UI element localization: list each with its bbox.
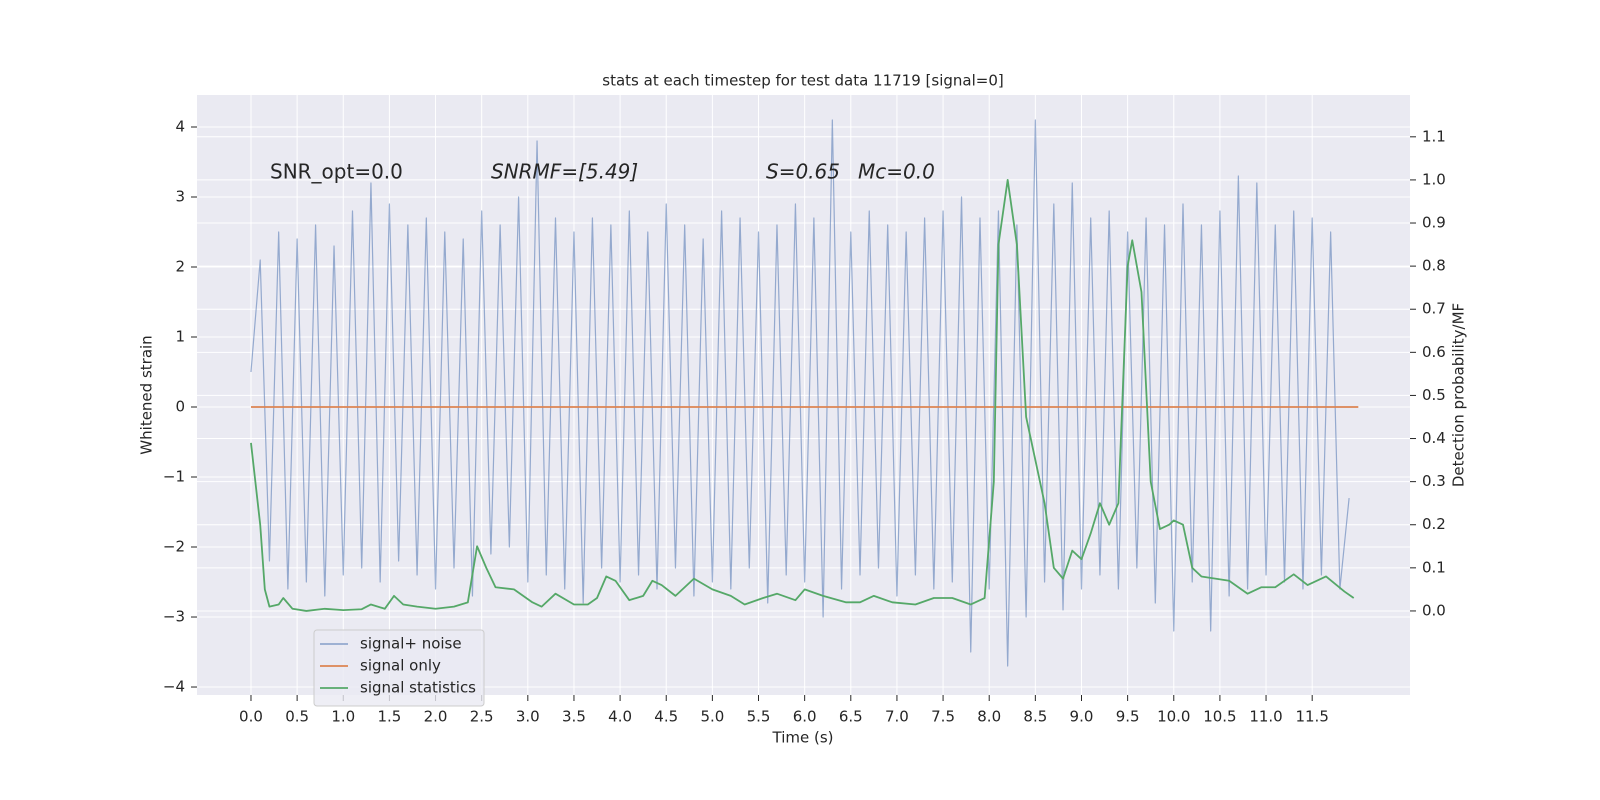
- y2-tick-label: 0.2: [1422, 515, 1446, 533]
- legend-box: [313, 629, 485, 707]
- y2-tick-label: 0.0: [1422, 601, 1446, 619]
- x-tick-label: 6.0: [793, 708, 817, 726]
- annotation: SNR_opt=0.0: [270, 160, 403, 184]
- annotation: S=0.65: [766, 160, 840, 184]
- grid: [191, 95, 1416, 701]
- x-tick-label: 1.0: [331, 708, 355, 726]
- x-tick-label: 5.0: [700, 708, 724, 726]
- x-tick-label: 3.5: [562, 708, 586, 726]
- y-axis-label: Whitened strain: [138, 335, 156, 454]
- x-axis-label: Time (s): [772, 729, 834, 747]
- y-tick-label: −1: [163, 468, 185, 486]
- y2-tick-label: 1.1: [1422, 127, 1446, 145]
- y-tick-label: 0: [175, 398, 185, 416]
- y2-tick-label: 0.6: [1422, 343, 1446, 361]
- x-tick-label: 10.5: [1203, 708, 1236, 726]
- x-tick-label: 4.5: [654, 708, 678, 726]
- x-tick-label: 0.5: [285, 708, 309, 726]
- x-tick-label: 10.0: [1157, 708, 1190, 726]
- y-tick-label: 2: [175, 257, 185, 275]
- x-tick-label: 9.0: [1070, 708, 1094, 726]
- x-tick-label: 5.5: [747, 708, 771, 726]
- x-tick-label: 3.0: [516, 708, 540, 726]
- y-tick-label: −3: [163, 608, 185, 626]
- x-tick-label: 7.0: [885, 708, 909, 726]
- annotation: SNRMF=[5.49]: [491, 160, 638, 184]
- y2-tick-label: 0.9: [1422, 214, 1446, 232]
- x-tick-label: 2.0: [424, 708, 448, 726]
- marks: [250, 119, 1359, 667]
- x-tick-label: 0.0: [239, 708, 263, 726]
- y-tick-label: 4: [175, 117, 185, 135]
- y-tick-label: 1: [175, 328, 185, 346]
- x-tick-label: 4.0: [608, 708, 632, 726]
- x-tick-label: 1.5: [377, 708, 401, 726]
- y2-tick-label: 0.8: [1422, 257, 1446, 275]
- y2-tick-label: 0.5: [1422, 386, 1446, 404]
- legend-label: signal+ noise: [360, 635, 462, 653]
- x-tick-label: 8.0: [977, 708, 1001, 726]
- series-line: [250, 119, 1350, 667]
- annotation: Mc=0.0: [858, 160, 935, 184]
- legend: signal+ noise signal only signal statistic…: [313, 629, 485, 707]
- x-tick-label: 8.5: [1023, 708, 1047, 726]
- legend-label: signal statistics: [360, 679, 476, 697]
- x-tick-label: 11.0: [1249, 708, 1282, 726]
- x-tick-label: 7.5: [931, 708, 955, 726]
- x-tick-label: 6.5: [839, 708, 863, 726]
- y2-tick-label: 0.4: [1422, 429, 1446, 447]
- y2-tick-label: 0.7: [1422, 300, 1446, 318]
- y-tick-label: −2: [163, 538, 185, 556]
- y2-tick-label: 1.0: [1422, 170, 1446, 188]
- chart-title: stats at each timestep for test data 117…: [602, 72, 1003, 90]
- y-tick-label: −4: [163, 678, 185, 696]
- x-tick-label: 11.5: [1295, 708, 1328, 726]
- x-tick-label: 2.5: [470, 708, 494, 726]
- y-tick-label: 3: [175, 187, 185, 205]
- series-line: [250, 179, 1355, 612]
- x-tick-label: 9.5: [1116, 708, 1140, 726]
- y2-axis-label: Detection probability/MF: [1450, 303, 1468, 487]
- legend-label: signal only: [360, 657, 441, 675]
- y2-tick-label: 0.3: [1422, 472, 1446, 490]
- y2-tick-label: 0.1: [1422, 558, 1446, 576]
